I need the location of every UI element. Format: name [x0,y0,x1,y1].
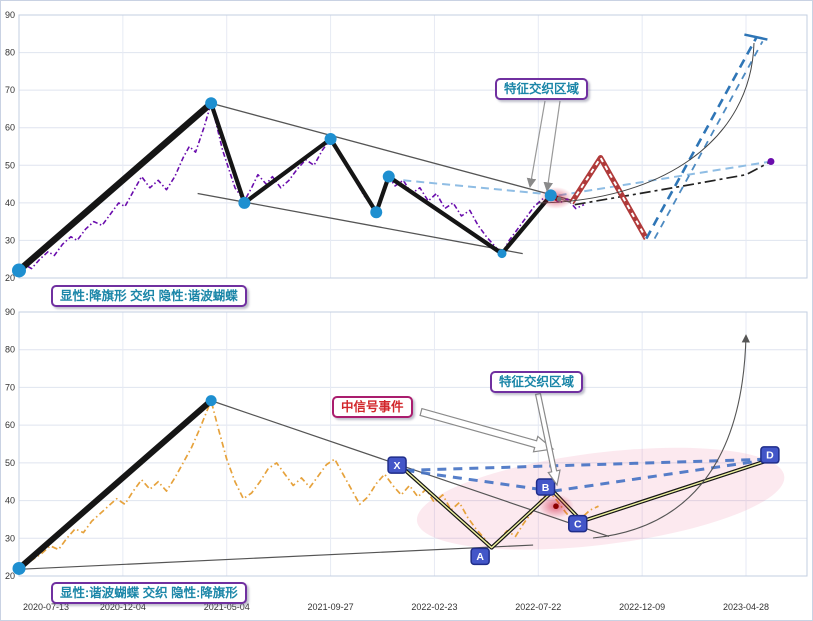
top-red-zigzag [569,155,649,240]
pivot-dot [370,206,383,219]
x-tick-label: 2020-12-04 [100,602,146,612]
pivot-dot [205,97,218,110]
top-pivot-dots [12,97,557,278]
top-impulse-line [16,100,214,273]
pivot-dot [382,170,395,183]
y-tick-label: 80 [5,48,15,58]
y-tick-label: 50 [5,458,15,468]
top-blue-projection [645,36,758,240]
top-trendlines [197,102,575,255]
marker-X: X [387,456,407,474]
bottom-impulse-line [17,398,214,571]
y-tick-label: 50 [5,160,15,170]
pivot-dot [324,132,337,145]
y-tick-label: 90 [5,307,15,317]
chart-render-root: 20 30 40 50 60 70 80 90 20 30 40 50 60 70 80 90 2020-07-… [5,10,808,612]
pivot-dot [12,561,26,575]
y-tick-label: 80 [5,345,15,355]
x-tick-label: 2021-09-27 [308,602,354,612]
grid-top: 20 30 40 50 60 70 80 90 [5,10,808,283]
grid-bottom: 20 30 40 50 60 70 80 90 [5,307,808,581]
marker-B: B [535,478,556,496]
marker-letter: X [394,460,401,472]
x-axis-labels: 2020-07-13 2020-12-04 2021-05-04 2021-09-27… [23,602,769,612]
pivot-dot [205,395,217,407]
top-pivot-zigzag [17,101,553,273]
top-pattern-label: 显性:降旗形 交织 隐性:谐波蝴蝶 [51,285,247,307]
marker-letter: A [476,551,484,563]
y-tick-label: 30 [5,235,15,245]
top-zone-arrow [526,100,546,188]
bottom-feature-zone-label: 特征交织区域 [490,371,584,393]
pivot-dot [544,189,557,202]
x-tick-label: 2022-12-09 [619,602,665,612]
pivot-dot [497,249,507,259]
top-zone-arrow [543,100,561,192]
bottom-curve-arrow [592,334,750,539]
marker-letter: C [574,518,582,530]
marker-C: C [568,514,588,533]
bottom-pattern-zone [416,447,785,550]
top-dashdot-projection [574,160,772,206]
marker-A: A [470,547,490,566]
y-tick-label: 60 [5,420,15,430]
y-tick-label: 90 [5,10,15,20]
marker-letter: D [766,450,774,462]
marker-D: D [760,446,780,464]
y-tick-label: 60 [5,123,15,133]
signal-event-label: 中信号事件 [332,396,413,418]
pivot-dot [238,196,251,209]
y-tick-label: 20 [5,571,15,581]
y-tick-label: 40 [5,198,15,208]
top-curve [537,42,755,204]
marker-letter: B [542,482,550,494]
signal-event-arrow [419,407,555,453]
projection-cap [744,33,768,41]
bottom-pattern-label: 显性:谐波蝴蝶 交织 隐性:降旗形 [51,582,247,604]
x-tick-label: 2022-07-22 [515,602,561,612]
y-tick-label: 20 [5,273,15,283]
y-tick-label: 70 [5,85,15,95]
top-price-series [18,102,585,272]
pivot-dot [12,263,26,278]
x-tick-label: 2022-02-23 [411,602,457,612]
projection-end-dot [767,158,775,166]
bottom-zone-arrow [534,392,561,487]
y-tick-label: 70 [5,382,15,392]
top-feature-zone-label: 特征交织区域 [495,78,589,100]
x-tick-label: 2023-04-28 [723,602,769,612]
x-tick-label: 2020-07-13 [23,602,69,612]
y-tick-label: 30 [5,533,15,543]
x-tick-label: 2021-05-04 [204,602,250,612]
y-tick-label: 40 [5,496,15,506]
xabcd-markers: X A B C D [387,446,780,566]
